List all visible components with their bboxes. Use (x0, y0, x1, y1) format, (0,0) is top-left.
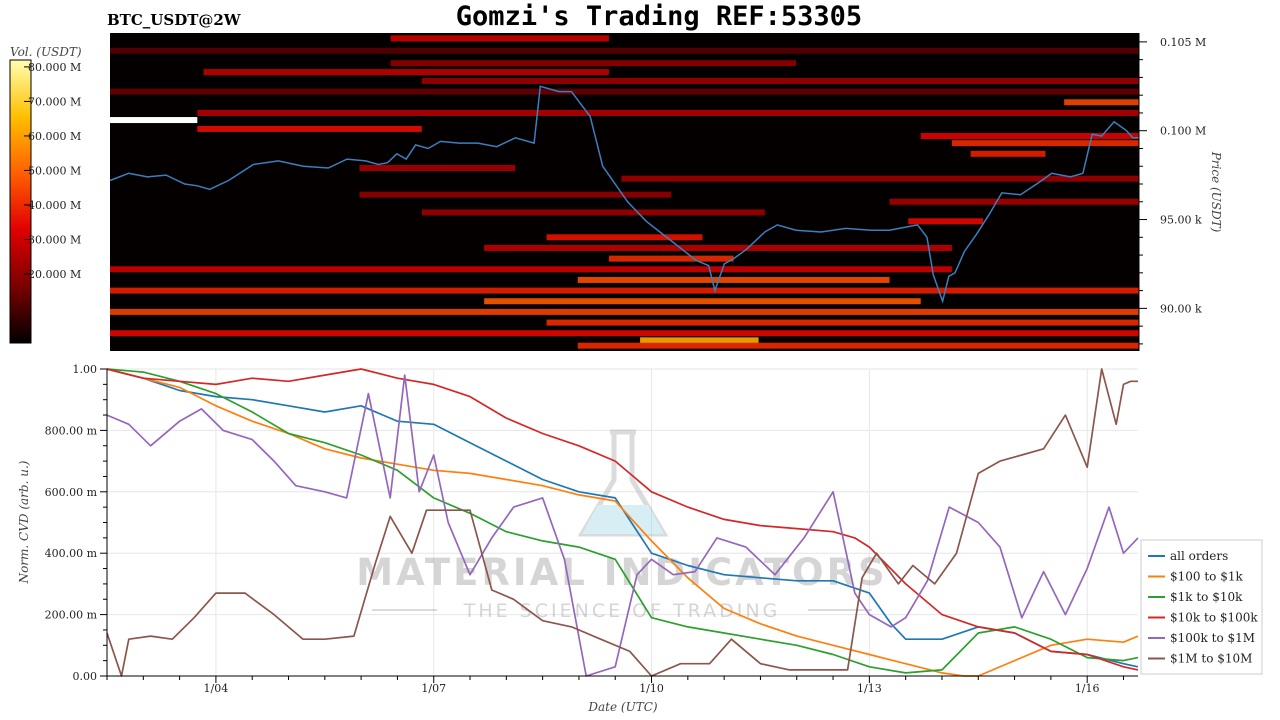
heatmap-band (110, 330, 1139, 337)
heatmap-band (421, 209, 765, 216)
heatmap-band (920, 133, 1139, 140)
heatmap-band (110, 308, 1139, 315)
watermark-title: MATERIAL INDICATORS (356, 551, 887, 594)
heatmap-band (197, 125, 422, 132)
heatmap-band (110, 287, 1139, 294)
heatmap-band (621, 175, 1139, 182)
price-tick-label: 0.100 M (1160, 125, 1206, 138)
colorbar (9, 59, 32, 344)
cvd-tick-label: 800.00 m (45, 424, 98, 437)
legend: all orders $100 to $1k $1k to $10k $10k to … (1140, 539, 1263, 675)
date-tick-label: 1/10 (639, 682, 664, 695)
cvd-tick-label: 0.00 (73, 670, 98, 683)
colorbar-tick-label: 70.000 M (28, 95, 81, 108)
price-tick-label: 90.00 k (1160, 302, 1202, 315)
heatmap-band (110, 266, 952, 273)
cvd-series-line (106, 374, 1139, 677)
heatmap-band (110, 88, 1139, 95)
colorbar-ticks: 80.000 M 70.000 M 60.000 M 50.000 M 40.000 M… (24, 61, 81, 281)
legend-label: $1k to $10k (1170, 590, 1243, 604)
colorbar-tick-label: 40.000 M (28, 199, 81, 212)
heatmap-band (484, 298, 921, 305)
date-tick-label: 1/16 (1075, 682, 1100, 695)
cvd-axis-label: Norm. CVD (arb. u.) (17, 460, 31, 584)
heatmap-band (110, 47, 1139, 54)
heatmap-band (577, 342, 1139, 349)
price-axis-ticks: 0.105 M 0.100 M 95.00 k 90.00 k (1139, 36, 1206, 345)
date-tick-label: 1/13 (857, 682, 882, 695)
watermark: MATERIAL INDICATORS THE SCIENCE OF TRADI… (356, 429, 887, 622)
heatmap-band (951, 140, 1139, 147)
legend-label: $10k to $100k (1170, 611, 1258, 625)
colorbar-tick-label: 50.000 M (28, 164, 81, 177)
date-axis-label: Date (UTC) (587, 700, 657, 714)
colorbar-tick-label: 20.000 M (28, 268, 81, 281)
legend-label: $1M to $10M (1170, 652, 1252, 666)
cvd-plot-area (107, 369, 1138, 676)
heatmap-band (421, 77, 1139, 84)
legend-frame (1140, 539, 1263, 675)
heatmap-band (889, 198, 1139, 205)
heatmap-band (390, 35, 609, 42)
heatmap-band (390, 60, 796, 67)
colorbar-tick-label: 60.000 M (28, 130, 81, 143)
watermark-subtitle: THE SCIENCE OF TRADING (463, 600, 781, 622)
cvd-tick-label: 200.00 m (45, 609, 98, 622)
heatmap-band (908, 218, 984, 225)
heatmap-band (577, 276, 890, 283)
price-line (109, 85, 1139, 304)
cvd-tick-label: 400.00 m (45, 547, 98, 560)
heatmap-band (484, 244, 952, 251)
colorbar-tick-label: 80.000 M (28, 61, 81, 74)
price-tick-label: 0.105 M (1160, 36, 1206, 49)
date-tick-label: 1/07 (421, 682, 446, 695)
heatmap-band (546, 319, 1139, 326)
cvd-axis-ticks: 0.00 200.00 m 400.00 m 600.00 m 800.00 m 1.00 (45, 363, 107, 683)
heatmap-band (608, 255, 734, 262)
flask-icon (577, 429, 669, 537)
heatmap-band (359, 191, 672, 198)
pair-label: BTC_USDT@2W (107, 11, 242, 29)
heatmap-bands (110, 35, 1140, 349)
cvd-panel: MATERIAL INDICATORS THE SCIENCE OF TRADI… (17, 363, 1263, 714)
legend-label: all orders (1170, 549, 1228, 563)
legend-label: $100 to $1k (1170, 570, 1243, 584)
cvd-tick-label: 600.00 m (45, 486, 98, 499)
colorbar-tick-label: 30.000 M (28, 233, 81, 246)
price-tick-label: 95.00 k (1160, 214, 1202, 227)
heatmap-band (203, 69, 609, 76)
cvd-series-line (106, 368, 1139, 671)
heatmap-panel: 0.105 M 0.100 M 95.00 k 90.00 k Price (USDT… (109, 33, 1223, 351)
heatmap-band (359, 165, 516, 172)
heatmap-band (970, 150, 1046, 157)
page-title: Gomzi's Trading REF:53305 (456, 1, 862, 32)
date-tick-label: 1/04 (204, 682, 229, 695)
cvd-tick-label: 1.00 (73, 363, 98, 376)
heatmap-band (640, 337, 759, 344)
heatmap-band (110, 117, 198, 124)
heatmap-band (1064, 99, 1139, 106)
heatmap-band (546, 234, 703, 241)
price-axis-label: Price (USDT) (1209, 151, 1223, 233)
date-axis-ticks: 1/04 1/07 1/10 1/13 1/16 (106, 676, 1124, 695)
heatmap-band (197, 109, 1140, 116)
colorbar-label: Vol. (USDT) (10, 45, 82, 59)
legend-label: $100k to $1M (1170, 631, 1255, 645)
